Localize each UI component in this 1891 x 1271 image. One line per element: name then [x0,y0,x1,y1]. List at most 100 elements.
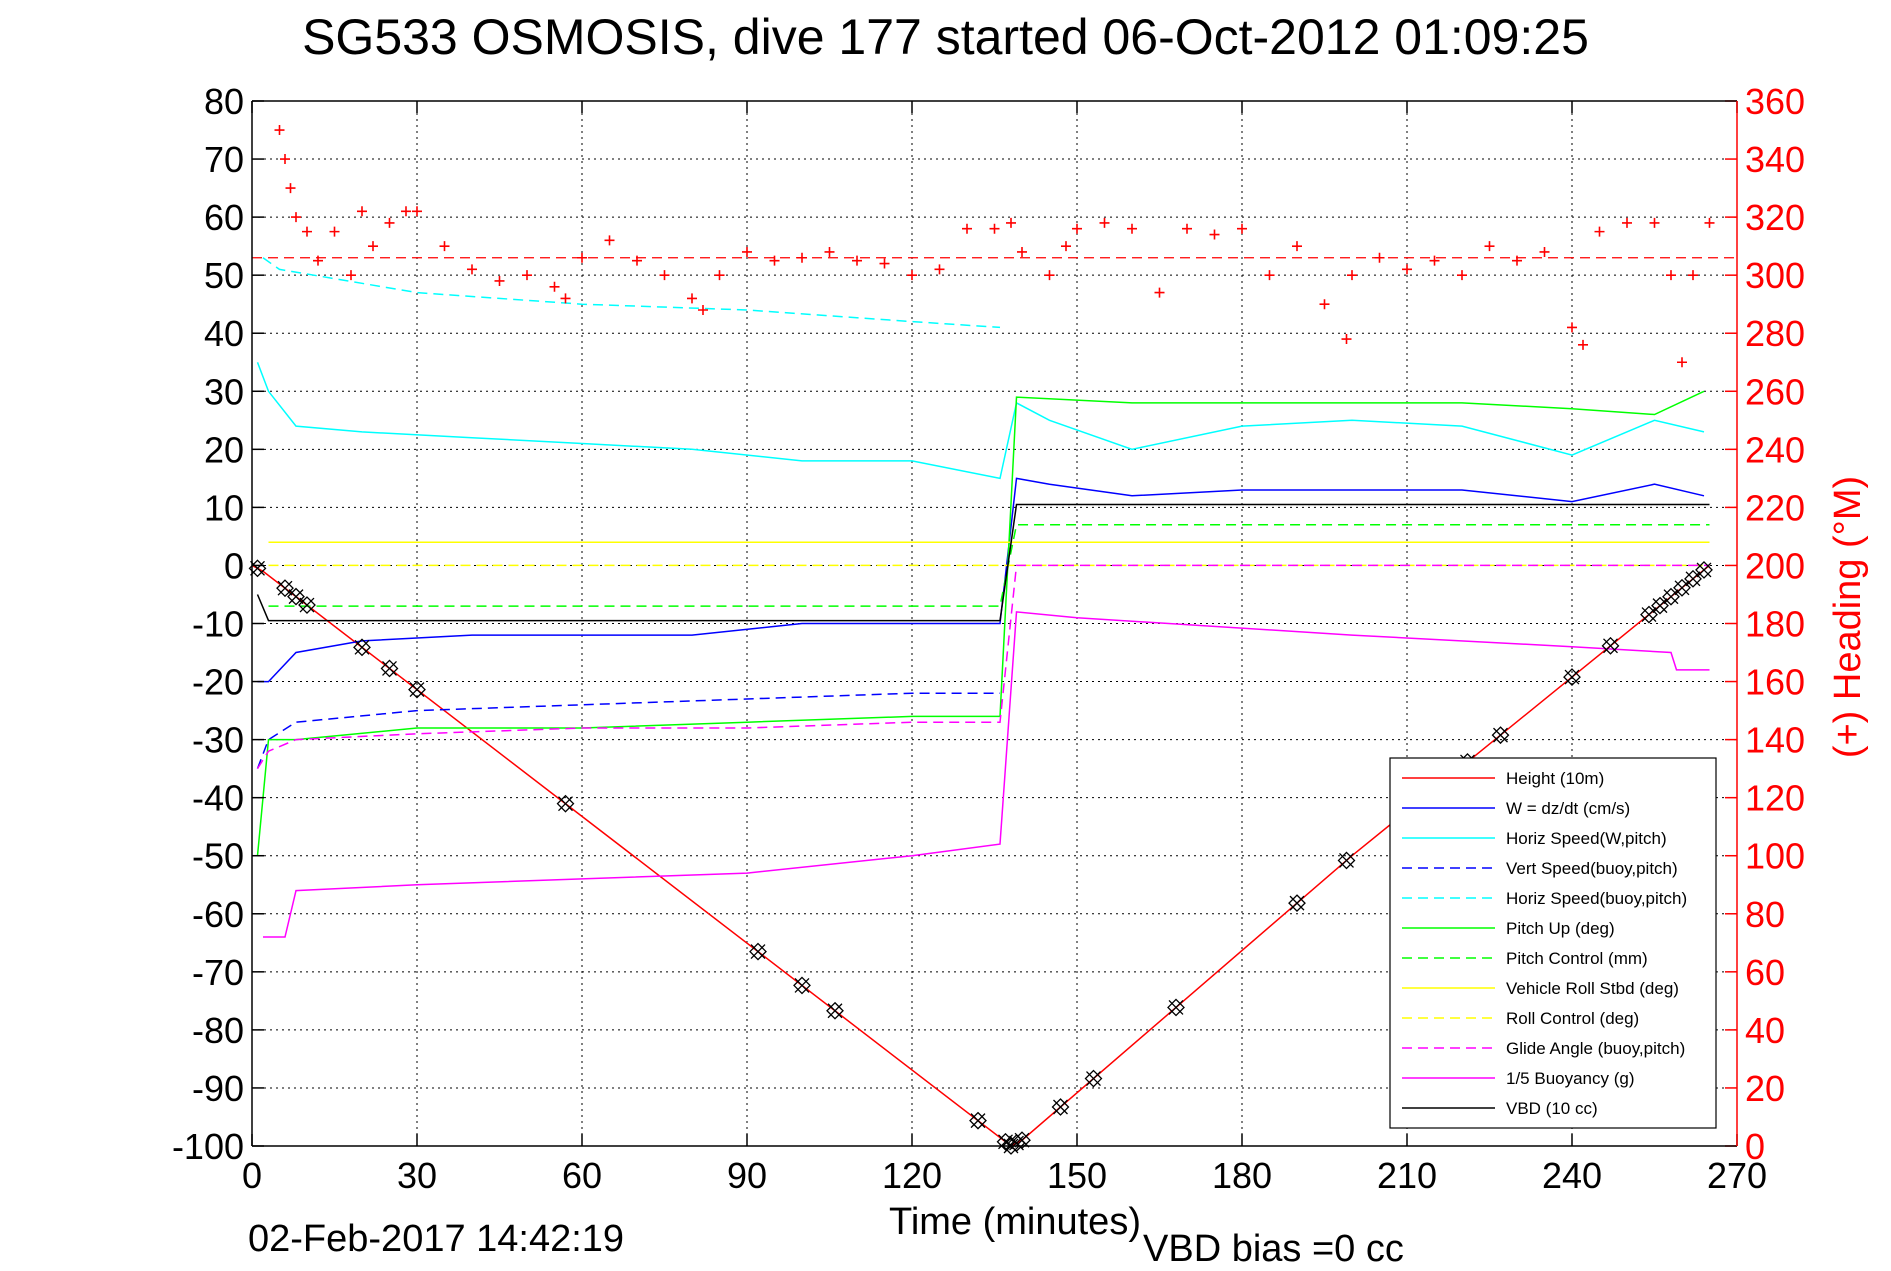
y-tick-label-left: -50 [192,836,244,877]
heading-point [549,281,560,292]
waypoint-marker [276,579,294,598]
y-tick-label-left: -10 [192,604,244,645]
waypoint-marker [287,587,305,606]
y-tick-label-right: 340 [1745,139,1805,180]
y-tick-label-right: 160 [1745,662,1805,703]
series-line-3 [256,362,1705,480]
legend-label: Pitch Up (deg) [1506,919,1615,938]
x-tick-label: 90 [727,1155,767,1196]
waypoint-marker [1013,1131,1031,1150]
waypoint-marker [1084,1069,1103,1088]
heading-point [329,226,340,237]
legend-label: Horiz Speed(W,pitch) [1506,829,1667,848]
y-tick-label-right: 180 [1745,604,1805,645]
y-tick-label-left: -40 [192,778,244,819]
waypoint-marker [1051,1098,1070,1116]
heading-point [1006,217,1016,228]
legend-label: Horiz Speed(buoy,pitch) [1506,889,1687,908]
heading-point [368,241,378,252]
heading-point [1567,322,1577,333]
waypoint-marker [996,1132,1015,1151]
y-tick-label-left: 70 [204,139,244,180]
heading-point [698,305,708,315]
waypoint-marker [1167,998,1185,1017]
y-tick-label-right: 20 [1745,1068,1785,1109]
legend: Height (10m) W = dz/dt (cm/s) Horiz Speed(… [1389,757,1717,1129]
heading-point [1666,270,1676,281]
vbd-bias-text: VBD bias =0 cc [1143,1228,1404,1270]
y-tick-label-left: -80 [192,1010,244,1051]
y-tick-label-right: 260 [1745,371,1805,412]
heading-point [401,206,411,217]
y-tick-label-left: -30 [192,720,244,761]
x-tick-label: 270 [1707,1155,1767,1196]
y-tick-label-right: 120 [1745,778,1805,819]
heading-point [1578,339,1588,350]
series-line-10 [256,564,1710,770]
heading-point [494,275,505,286]
heading-point [1127,223,1137,234]
heading-point [285,183,296,194]
heading-point [687,293,697,304]
waypoint-marker [1337,851,1356,870]
y-tick-label-left: -60 [192,894,244,935]
heading-point [1341,334,1352,345]
heading-point [934,264,945,275]
y-tick-label-left: 40 [204,313,244,354]
legend-label: Vert Speed(buoy,pitch) [1506,859,1678,878]
y-tick-label-left: -20 [192,662,244,703]
y-tick-label-right: 40 [1745,1010,1785,1051]
heading-point [1402,264,1412,275]
heading-point [1044,270,1055,281]
y-tick-label-right: 200 [1745,545,1805,586]
x-tick-label: 180 [1212,1155,1272,1196]
heading-point [1688,270,1698,281]
heading-point [1237,223,1247,234]
right-axis-label: (+) Heading (°M) [1827,476,1869,758]
heading-point [522,270,532,281]
waypoint-marker [298,596,316,614]
y-tick-label-right: 100 [1745,836,1805,877]
heading-point [577,252,587,263]
heading-point [274,125,285,136]
y-tick-label-left: -90 [192,1068,244,1109]
heading-point [907,270,917,281]
waypoint-marker [353,638,371,657]
series-line-4 [256,692,1000,769]
waypoint-marker [826,1001,844,1020]
heading-point [1292,241,1302,252]
heading-point [742,246,752,257]
heading-point [659,270,670,281]
heading-point [1512,255,1522,266]
x-tick-label: 210 [1377,1155,1437,1196]
y-tick-label-left: 60 [204,197,244,238]
waypoint-marker [1491,726,1510,745]
chart-title: SG533 OSMOSIS, dive 177 started 06-Oct-2… [302,9,1589,65]
y-tick-label-left: 10 [204,487,244,528]
legend-label: Pitch Control (mm) [1506,949,1648,968]
y-tick-label-left: 20 [204,429,244,470]
y-tick-label-left: 30 [204,371,244,412]
y-tick-label-left: -100 [172,1126,244,1167]
y-tick-label-right: 140 [1745,720,1805,761]
heading-point [852,255,862,266]
series-line-2 [257,477,1705,683]
heading-point [313,255,323,266]
x-tick-label: 30 [397,1155,437,1196]
heading-point [797,252,807,263]
heading-point [1099,217,1110,228]
grid-layer [252,101,1737,1146]
heading-point [1182,223,1192,234]
heading-point [604,235,615,246]
waypoint-marker [380,659,399,678]
y-tick-label-right: 220 [1745,487,1805,528]
heading-point [962,223,972,234]
series-line-5 [262,257,1001,329]
waypoint-marker [556,794,575,813]
heading-point [1704,217,1715,228]
heading-point [439,241,450,252]
heading-point [357,206,367,217]
y-tick-label-right: 300 [1745,255,1805,296]
y-tick-label-right: 80 [1745,894,1785,935]
